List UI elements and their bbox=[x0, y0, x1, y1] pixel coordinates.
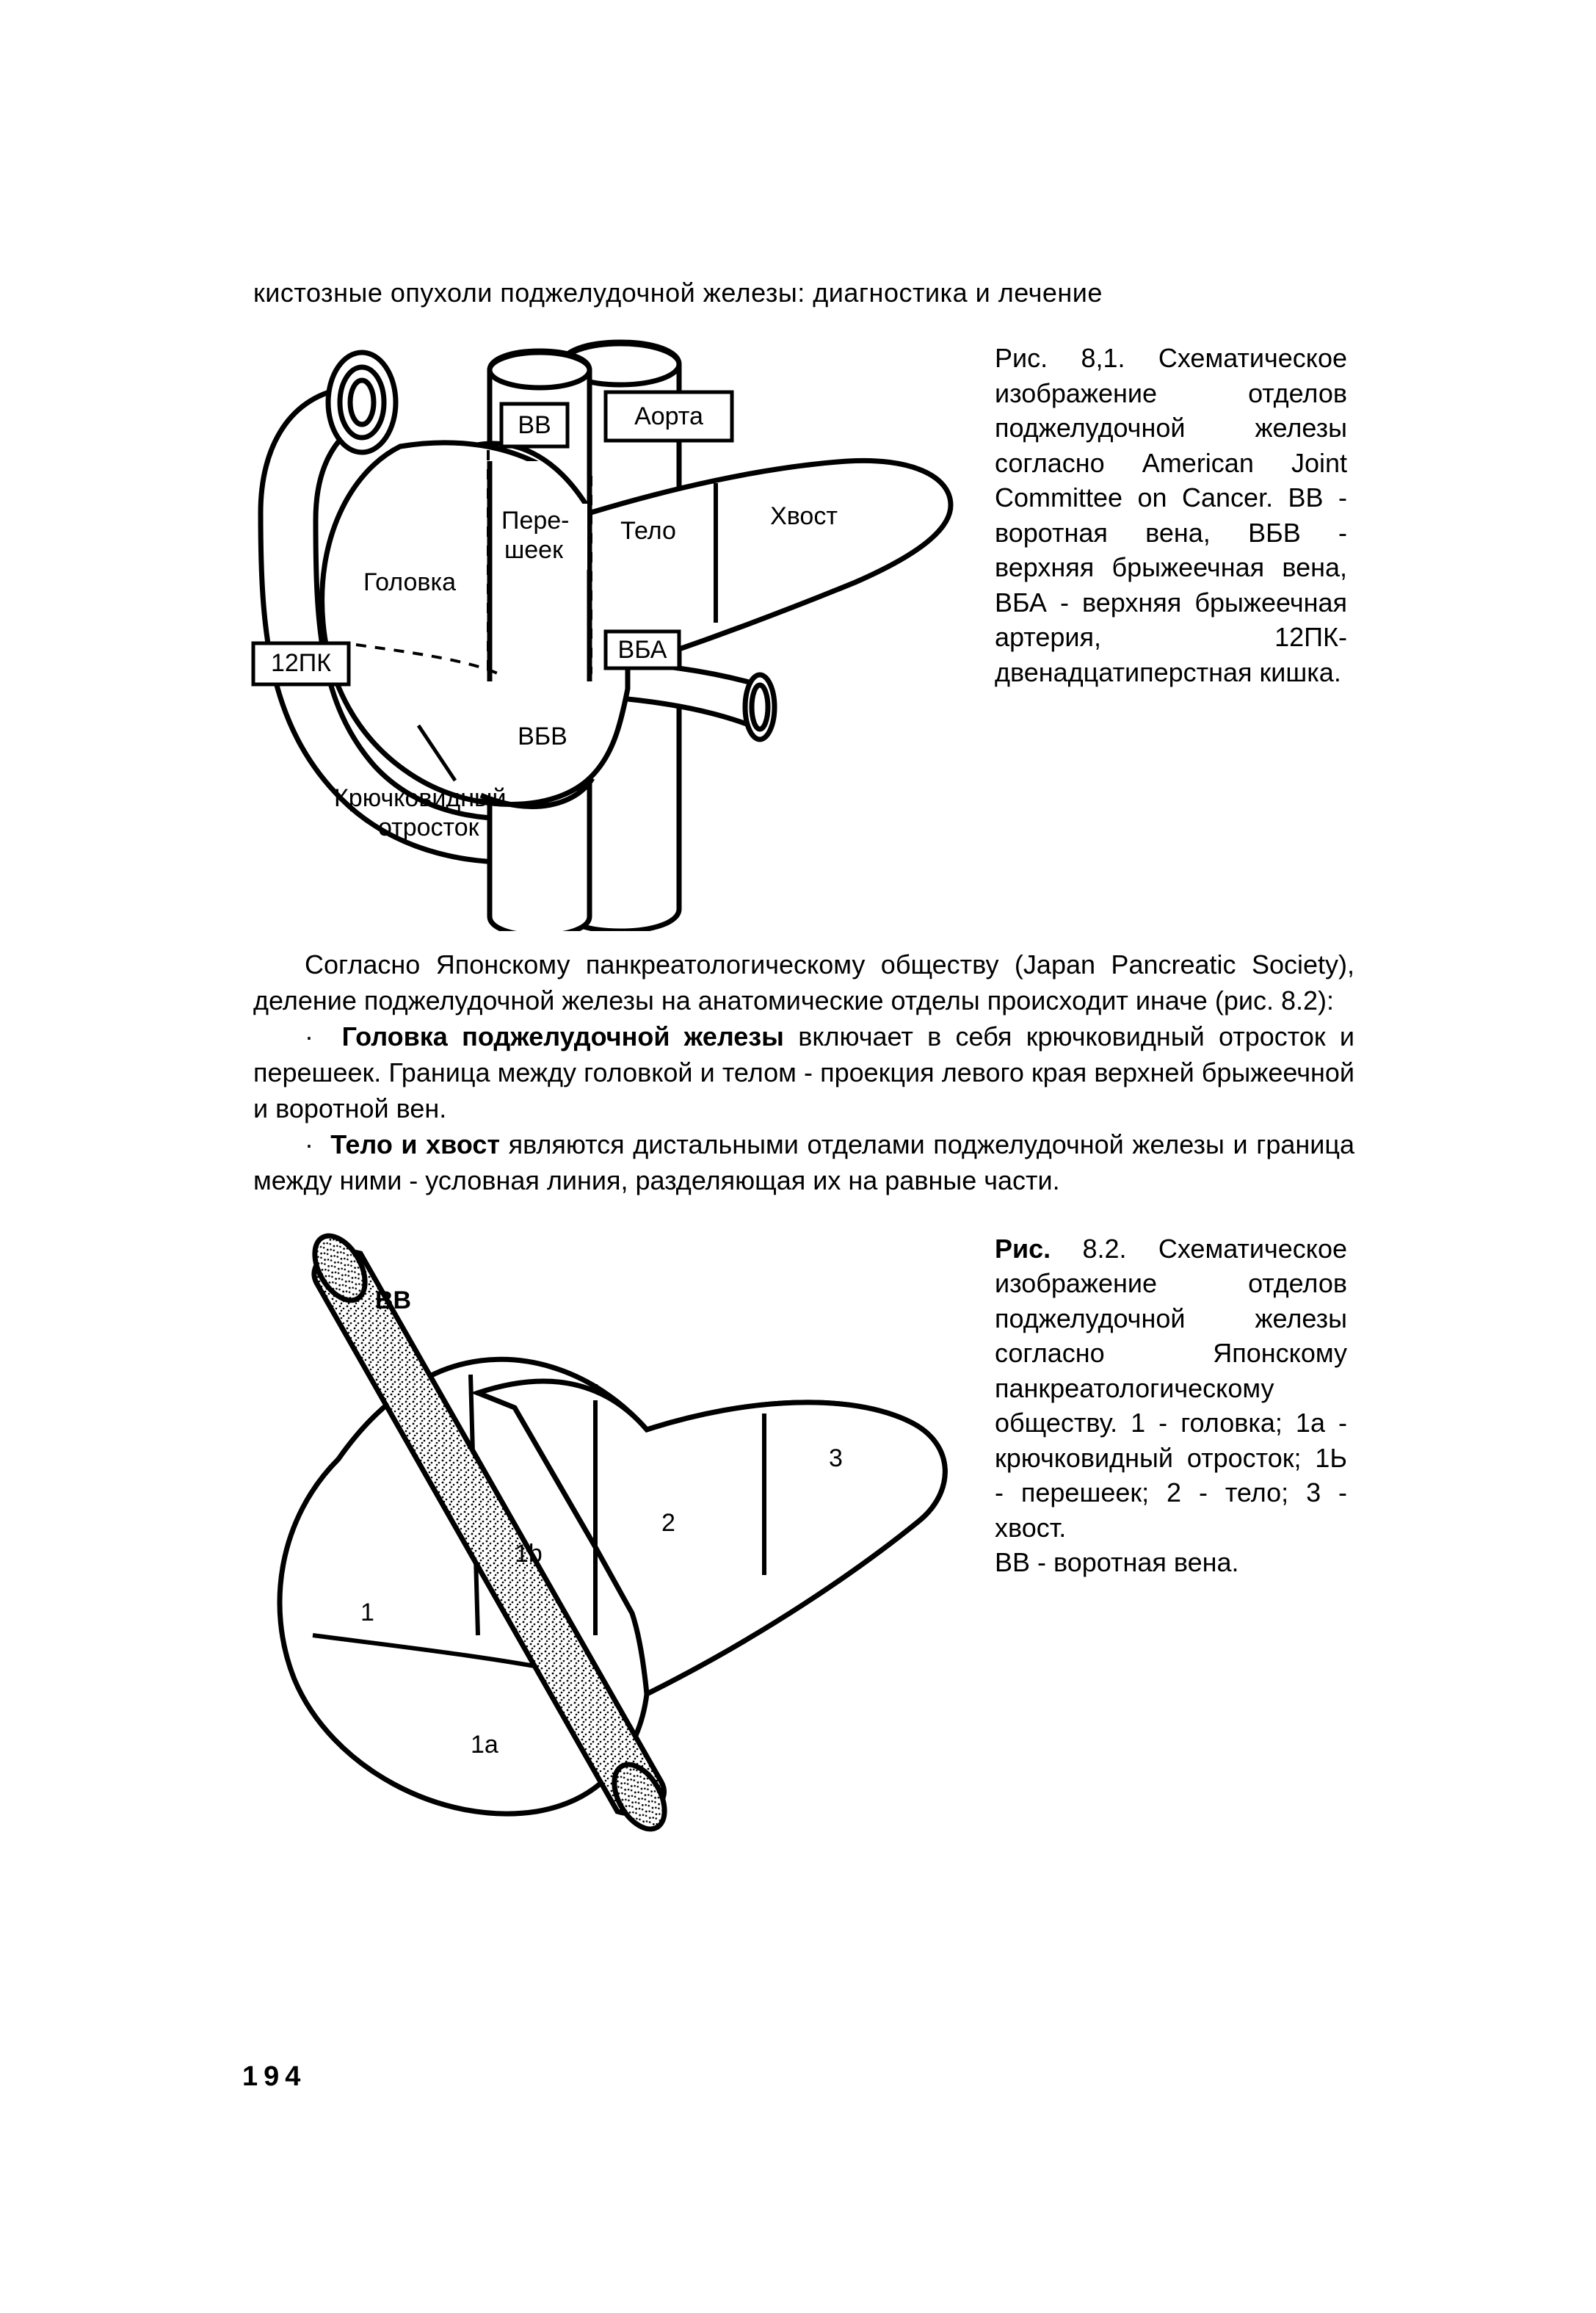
figure-1-diagram: Аорта ВВ Пере- шеек Тело Хвост bbox=[246, 329, 965, 931]
figure-2-block: ВВ 3 2 1b 1 1a Рис. 8.2. Схематическое и… bbox=[253, 1224, 1354, 1863]
body-text: Согласно Японскому панкреатологическому … bbox=[253, 947, 1354, 1199]
figure-2-caption: Рис. 8.2. Схематическое изображение отде… bbox=[995, 1231, 1347, 1580]
label2-1b: 1b bbox=[515, 1540, 543, 1568]
page: кистозные опухоли поджелудочной железы: … bbox=[0, 0, 1596, 2313]
label-tail: Хвост bbox=[770, 502, 838, 530]
para-1: Согласно Японскому панкреатологическому … bbox=[253, 947, 1354, 1019]
running-head: кистозные опухоли поджелудочной железы: … bbox=[253, 278, 1354, 308]
label-vba: ВБА bbox=[618, 636, 667, 664]
content-area: кистозные опухоли поджелудочной железы: … bbox=[253, 278, 1354, 1863]
label2-vv: ВВ bbox=[375, 1286, 411, 1314]
label-vbv: ВБВ bbox=[518, 723, 567, 750]
label-aorta: Аорта bbox=[634, 402, 703, 430]
label-head: Головка bbox=[363, 568, 456, 596]
label-vv: ВВ bbox=[518, 411, 551, 439]
label-neck-1: Пере- bbox=[501, 507, 570, 535]
para-2: · Головка поджелудочной железы включает … bbox=[253, 1019, 1354, 1127]
figure-1-block: Аорта ВВ Пере- шеек Тело Хвост bbox=[253, 329, 1354, 938]
label-body: Тело bbox=[620, 517, 676, 545]
label-12pk: 12ПК bbox=[271, 649, 331, 677]
label2-1a: 1a bbox=[471, 1731, 498, 1759]
label2-1: 1 bbox=[360, 1599, 374, 1626]
figure-1-caption: Рис. 8,1. Схематическое изображение отде… bbox=[995, 341, 1347, 689]
label2-3: 3 bbox=[829, 1444, 843, 1472]
para-3: · Тело и хвост являются дистальными отде… bbox=[253, 1127, 1354, 1199]
label-uncinate-2: отросток bbox=[378, 814, 480, 841]
label-uncinate-1: Крючковидный bbox=[334, 784, 506, 812]
page-number: 194 bbox=[242, 2061, 306, 2093]
label-neck-2: шеек bbox=[504, 536, 564, 564]
figure-2-diagram: ВВ 3 2 1b 1 1a bbox=[250, 1224, 955, 1856]
label2-2: 2 bbox=[661, 1509, 675, 1537]
